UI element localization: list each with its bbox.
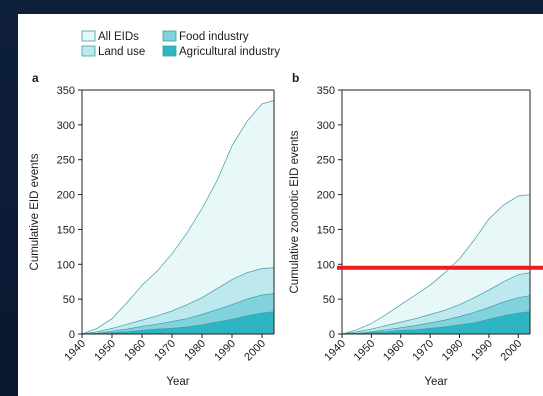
x-tick-label: 1990 (212, 338, 238, 364)
x-tick-label: 1950 (92, 338, 118, 364)
legend-label: Agricultural industry (179, 46, 280, 58)
x-tick-label: 1940 (62, 338, 88, 364)
area-agricultural-industry (81, 311, 275, 335)
legend-item-food-industry: Food industry (162, 30, 249, 43)
legend-label: Land use (98, 46, 145, 58)
x-tick-label: 1960 (122, 338, 148, 364)
y-tick-label: 150 (317, 224, 335, 236)
legend-item-all-eids: All EIDs (81, 30, 139, 43)
legend-label: All EIDs (98, 31, 139, 43)
y-tick-label: 150 (57, 224, 75, 236)
x-tick-label: 1940 (322, 338, 348, 364)
x-tick-label: 1970 (152, 338, 178, 364)
legend: All EIDs Land use Food industry Agricultura… (81, 30, 280, 58)
legend-item-land-use: Land use (81, 45, 145, 58)
legend-swatch (81, 45, 96, 57)
y-axis-label: Cumulative zoonotic EID events (289, 130, 301, 293)
y-tick-label: 350 (317, 85, 335, 97)
y-tick-label: 100 (317, 259, 335, 271)
y-tick-label: 50 (323, 294, 335, 306)
y-tick-label: 200 (57, 190, 75, 202)
x-tick-label: 1990 (469, 338, 495, 364)
x-tick-label: 2000 (499, 338, 525, 364)
x-tick-label: 1980 (440, 338, 466, 364)
x-axis-label: Year (424, 376, 447, 388)
y-tick-label: 300 (57, 120, 75, 132)
y-tick-label: 250 (317, 155, 335, 167)
x-tick-label: 1960 (381, 338, 407, 364)
y-axis-label: Cumulative EID events (29, 153, 41, 270)
y-tick-label: 300 (317, 120, 335, 132)
y-tick-label: 200 (317, 190, 335, 202)
y-tick-label: 100 (57, 259, 75, 271)
x-tick-label: 2000 (242, 338, 268, 364)
y-tick-label: 350 (57, 85, 75, 97)
legend-swatch (162, 45, 177, 57)
panel-letter: b (292, 71, 299, 85)
y-tick-label: 0 (329, 329, 335, 341)
area-agricultural-industry (341, 311, 531, 335)
legend-label: Food industry (179, 31, 249, 43)
legend-item-agricultural-industry: Agricultural industry (162, 45, 280, 58)
x-tick-label: 1980 (182, 338, 208, 364)
y-tick-label: 0 (69, 329, 75, 341)
panel-letter: a (32, 71, 39, 85)
y-tick-label: 250 (57, 155, 75, 167)
legend-swatch (162, 30, 177, 42)
y-tick-label: 50 (63, 294, 75, 306)
figure: All EIDs Land use Food industry Agricultura… (29, 30, 543, 388)
x-tick-label: 1950 (352, 338, 378, 364)
x-axis-label: Year (166, 376, 189, 388)
area-all-eids (81, 100, 275, 335)
legend-swatch (81, 30, 96, 42)
x-tick-label: 1970 (410, 338, 436, 364)
